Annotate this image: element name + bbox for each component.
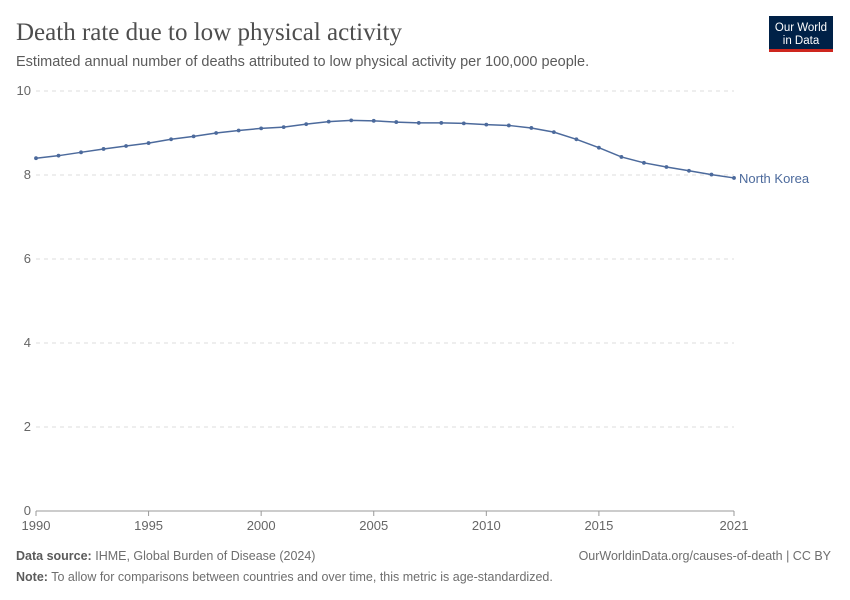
x-tick-label: 1995 xyxy=(134,518,163,533)
data-point xyxy=(439,121,444,125)
y-tick-label: 8 xyxy=(24,167,31,182)
source: Data source: IHME, Global Burden of Dise… xyxy=(16,549,315,563)
data-point xyxy=(56,153,61,158)
data-point xyxy=(664,165,669,169)
data-point xyxy=(709,172,714,177)
data-point xyxy=(236,128,241,133)
data-point xyxy=(642,160,646,165)
data-point xyxy=(79,150,83,155)
note: Note: To allow for comparisons between c… xyxy=(16,570,553,584)
series-line xyxy=(35,119,735,179)
x-tick-label: 2000 xyxy=(247,518,276,533)
data-point xyxy=(34,156,38,161)
chart-title: Death rate due to low physical activity xyxy=(16,19,402,46)
data-point xyxy=(124,144,128,148)
data-point xyxy=(484,122,489,127)
data-point xyxy=(529,126,534,130)
logo-bar xyxy=(769,49,833,52)
data-point xyxy=(326,119,331,124)
logo-text: Our World xyxy=(775,22,827,34)
source-url[interactable]: OurWorldinData.org/causes-of-death | CC … xyxy=(579,549,832,563)
data-point xyxy=(191,134,196,139)
x-tick-label: 2015 xyxy=(584,518,613,533)
data-point xyxy=(101,147,106,151)
y-tick-label: 6 xyxy=(24,251,31,266)
data-point xyxy=(506,123,511,128)
data-point xyxy=(281,125,286,130)
x-tick-label: 2010 xyxy=(472,518,501,533)
data-point xyxy=(169,137,173,142)
data-point xyxy=(461,121,466,126)
chart-subtitle: Estimated annual number of deaths attrib… xyxy=(16,54,589,70)
y-tick-label: 10 xyxy=(17,83,31,98)
x-tick-label: 2021 xyxy=(720,518,749,533)
data-point xyxy=(732,176,736,180)
y-tick-label: 4 xyxy=(24,335,31,350)
y-tick-label: 2 xyxy=(24,419,31,434)
logo-box xyxy=(769,16,833,50)
data-point xyxy=(349,118,354,123)
source-text: IHME, Global Burden of Disease (2024) xyxy=(95,549,315,563)
logo-text: in Data xyxy=(783,35,820,47)
data-point xyxy=(416,121,421,125)
logo[interactable]: Our World in Data xyxy=(769,16,833,52)
data-point xyxy=(551,130,556,135)
y-tick-label: 0 xyxy=(24,503,31,518)
data-point xyxy=(371,118,376,123)
data-point xyxy=(214,131,219,135)
note-text: To allow for comparisons between countri… xyxy=(51,570,553,584)
data-point xyxy=(146,141,151,145)
data-point xyxy=(394,120,399,124)
data-point xyxy=(304,122,309,127)
data-point xyxy=(597,145,601,150)
series-label: North Korea xyxy=(739,171,810,186)
data-point xyxy=(574,137,579,142)
data-point xyxy=(687,168,691,173)
source-label: Data source: xyxy=(16,549,92,563)
x-tick-label: 2005 xyxy=(359,518,388,533)
data-point xyxy=(259,126,264,131)
data-point xyxy=(619,155,624,159)
x-tick-label: 1990 xyxy=(22,518,51,533)
note-label: Note: xyxy=(16,570,48,584)
